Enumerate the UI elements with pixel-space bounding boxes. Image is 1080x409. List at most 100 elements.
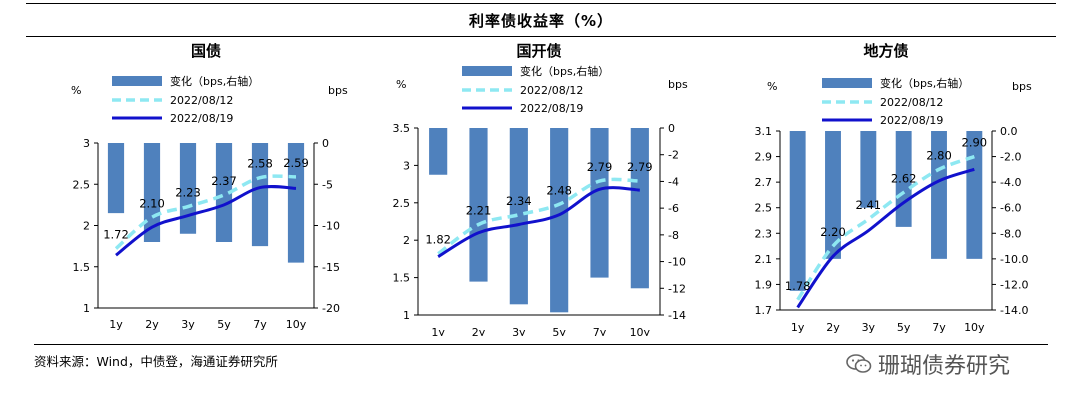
watermark: 珊瑚债券研究 bbox=[846, 348, 1010, 380]
data-label: 2.80 bbox=[926, 148, 952, 162]
ytick-left-label: 3 bbox=[83, 137, 90, 150]
ylabel-left: % bbox=[767, 80, 777, 93]
wechat-icon bbox=[846, 353, 872, 375]
data-label: 2.34 bbox=[506, 194, 532, 208]
ytick-left-label: 1.7 bbox=[755, 304, 773, 317]
bar bbox=[789, 131, 806, 291]
legend-bar-label: 变化（bps,右轴） bbox=[170, 74, 259, 88]
legend-s1-label: 2022/08/12 bbox=[880, 96, 943, 109]
ytick-left-label: 3.1 bbox=[755, 125, 773, 138]
data-label: 2.37 bbox=[211, 174, 237, 188]
series-line-0812 bbox=[437, 177, 640, 256]
bar bbox=[630, 128, 649, 289]
ytick-left-label: 2.9 bbox=[755, 151, 773, 164]
xtick-label: 7y bbox=[932, 321, 946, 334]
ytick-left-label: 1.5 bbox=[73, 261, 91, 274]
ytick-left-label: 1 bbox=[403, 309, 410, 322]
ytick-right-label: -5 bbox=[322, 178, 333, 191]
series-line-0812 bbox=[796, 154, 975, 301]
data-label: 2.79 bbox=[627, 160, 653, 174]
watermark-text: 珊瑚债券研究 bbox=[878, 354, 1011, 379]
ytick-right-label: 0.0 bbox=[1000, 125, 1018, 138]
ytick-left-label: 2.5 bbox=[73, 178, 91, 191]
ytick-left-label: 2 bbox=[83, 220, 90, 233]
bar bbox=[509, 128, 528, 305]
bar bbox=[931, 131, 947, 259]
ylabel-right: bps bbox=[328, 84, 348, 97]
series-line-0819 bbox=[437, 186, 640, 258]
ytick-right-label: -10 bbox=[322, 220, 340, 233]
chart-title: 国债 bbox=[191, 42, 221, 60]
legend-s2-label: 2022/08/19 bbox=[520, 102, 583, 115]
bar bbox=[215, 143, 233, 242]
xtick-label: 7y bbox=[593, 326, 607, 336]
ytick-left-label: 2.5 bbox=[755, 202, 773, 215]
xtick-label: 1y bbox=[431, 326, 445, 336]
legend-bar-swatch bbox=[822, 78, 872, 88]
series-line-0812 bbox=[114, 174, 297, 250]
data-label: 1.78 bbox=[785, 279, 811, 293]
ytick-right-label: -2 bbox=[668, 149, 679, 162]
ytick-right-label: -20 bbox=[322, 302, 340, 315]
xtick-label: 3y bbox=[181, 318, 195, 331]
ytick-left-label: 2.5 bbox=[393, 197, 411, 210]
legend-s1-label: 2022/08/12 bbox=[170, 94, 233, 107]
ytick-left-label: 2.7 bbox=[755, 176, 773, 189]
ytick-left-label: 3.5 bbox=[393, 122, 411, 135]
legend-bar-swatch bbox=[112, 76, 162, 86]
ytick-right-label: -4 bbox=[668, 175, 679, 188]
ytick-right-label: -15 bbox=[322, 261, 340, 274]
source-note: 资料来源：Wind，中债登，海通证券研究所 bbox=[34, 344, 1048, 370]
xtick-label: 2y bbox=[472, 326, 486, 336]
xtick-label: 3y bbox=[512, 326, 526, 336]
ytick-right-label: -10 bbox=[668, 256, 686, 269]
legend: 变化（bps,右轴） 2022/08/12 2022/08/19 bbox=[822, 76, 969, 127]
data-label: 2.20 bbox=[820, 225, 846, 239]
ytick-right-label: -14 bbox=[668, 309, 686, 322]
xtick-label: 5y bbox=[552, 326, 566, 336]
bar bbox=[251, 143, 269, 247]
ytick-left-label: 3 bbox=[403, 159, 410, 172]
ytick-right-label: -12 bbox=[668, 282, 686, 295]
ytick-right-label: 0 bbox=[668, 122, 675, 135]
xtick-label: 3y bbox=[862, 321, 876, 334]
series-line-0819 bbox=[796, 167, 975, 309]
data-label: 2.23 bbox=[175, 186, 201, 200]
ytick-right-label: 0 bbox=[322, 137, 329, 150]
xtick-label: 7y bbox=[253, 318, 267, 331]
ytick-right-label: -6 bbox=[668, 202, 679, 215]
legend: 变化（bps,右轴） 2022/08/12 2022/08/19 bbox=[112, 74, 259, 125]
ylabel-right: bps bbox=[1012, 80, 1032, 93]
ytick-right-label: -6.0 bbox=[1000, 202, 1021, 215]
xtick-label: 10y bbox=[630, 326, 651, 336]
legend-bar-swatch bbox=[462, 66, 512, 76]
ytick-right-label: -8.0 bbox=[1000, 227, 1021, 240]
ylabel-right: bps bbox=[668, 78, 688, 91]
bar bbox=[143, 143, 161, 242]
ytick-left-label: 2.3 bbox=[755, 227, 773, 240]
ytick-left-label: 1.5 bbox=[393, 272, 411, 285]
legend-s1-label: 2022/08/12 bbox=[520, 84, 583, 97]
ytick-right-label: -2.0 bbox=[1000, 151, 1021, 164]
data-label: 2.21 bbox=[466, 203, 492, 217]
xtick-label: 2y bbox=[826, 321, 840, 334]
ytick-right-label: -14.0 bbox=[1000, 304, 1028, 317]
data-label: 2.58 bbox=[247, 157, 273, 171]
chart-title: 地方债 bbox=[863, 42, 908, 60]
legend: 变化（bps,右轴） 2022/08/12 2022/08/19 bbox=[462, 64, 609, 115]
xtick-label: 5y bbox=[897, 321, 911, 334]
ylabel-left: % bbox=[71, 84, 81, 97]
bar bbox=[550, 128, 569, 313]
bar bbox=[179, 143, 197, 234]
ytick-right-label: -10.0 bbox=[1000, 253, 1028, 266]
bar bbox=[895, 131, 912, 227]
legend-s2-label: 2022/08/19 bbox=[170, 112, 233, 125]
data-label: 2.79 bbox=[587, 160, 613, 174]
legend-bar-label: 变化（bps,右轴） bbox=[880, 76, 969, 90]
ytick-left-label: 2 bbox=[403, 234, 410, 247]
data-label: 2.10 bbox=[139, 196, 165, 210]
